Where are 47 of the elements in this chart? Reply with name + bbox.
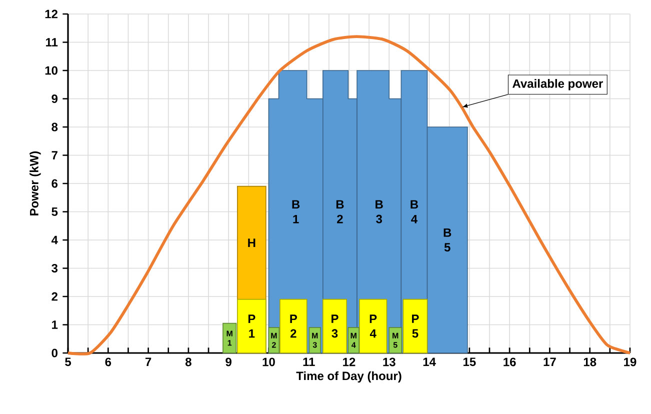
series-label: M 5 <box>392 332 398 348</box>
x-tick-label: 8 <box>185 358 192 366</box>
x-tick-label: 15 <box>464 358 476 366</box>
series-label: M 3 <box>312 332 318 348</box>
y-tick-label: 11 <box>46 38 58 46</box>
x-tick-label: 13 <box>383 358 396 366</box>
y-tick-label: 0 <box>52 348 58 358</box>
x-tick-label: 19 <box>624 358 636 366</box>
y-tick-label: 7 <box>52 151 58 160</box>
series-label: B 4 <box>410 200 418 224</box>
y-tick-label: 1 <box>52 320 58 329</box>
series-label: M 1 <box>226 330 232 346</box>
series-label: M 4 <box>350 332 356 348</box>
y-tick-label: 8 <box>52 122 58 132</box>
series-label: P 4 <box>370 314 377 338</box>
y-tick-label: 4 <box>51 236 58 244</box>
series-label: H <box>248 238 256 247</box>
y-tick-label: 10 <box>45 66 58 75</box>
y-tick-label: 5 <box>52 208 58 216</box>
x-tick-label: 9 <box>226 358 232 366</box>
series-label: P 1 <box>248 314 256 338</box>
x-tick-label: 16 <box>504 358 516 366</box>
y-tick-label: 9 <box>52 94 58 103</box>
y-axis-title: Power (kW) <box>30 151 41 216</box>
series-label: P 3 <box>332 314 338 338</box>
x-tick-label: 11 <box>303 358 315 366</box>
y-tick-label: 12 <box>45 10 58 18</box>
x-axis-title: Time of Day (hour) <box>296 371 402 383</box>
y-tick-label: 3 <box>52 264 58 272</box>
y-tick-label: 6 <box>52 179 58 188</box>
series-label: P 2 <box>290 314 297 338</box>
x-tick-label: 12 <box>343 358 356 366</box>
x-tick-label: 18 <box>584 358 596 366</box>
x-tick-label: 5 <box>65 358 72 366</box>
series-label: B 3 <box>376 200 383 224</box>
x-tick-label: 14 <box>423 358 436 366</box>
series-label: P 5 <box>412 314 419 338</box>
x-tick-label: 17 <box>544 358 556 366</box>
series-label: B 1 <box>292 200 300 224</box>
series-label: M 2 <box>271 332 277 348</box>
x-tick-label: 6 <box>105 358 112 366</box>
series-label: B 5 <box>444 228 452 252</box>
y-tick-label: 2 <box>52 292 58 301</box>
x-tick-label: 7 <box>145 358 152 366</box>
annotation: Available power <box>512 79 603 90</box>
x-tick-label: 10 <box>262 358 275 366</box>
series-label: B 2 <box>336 200 344 224</box>
